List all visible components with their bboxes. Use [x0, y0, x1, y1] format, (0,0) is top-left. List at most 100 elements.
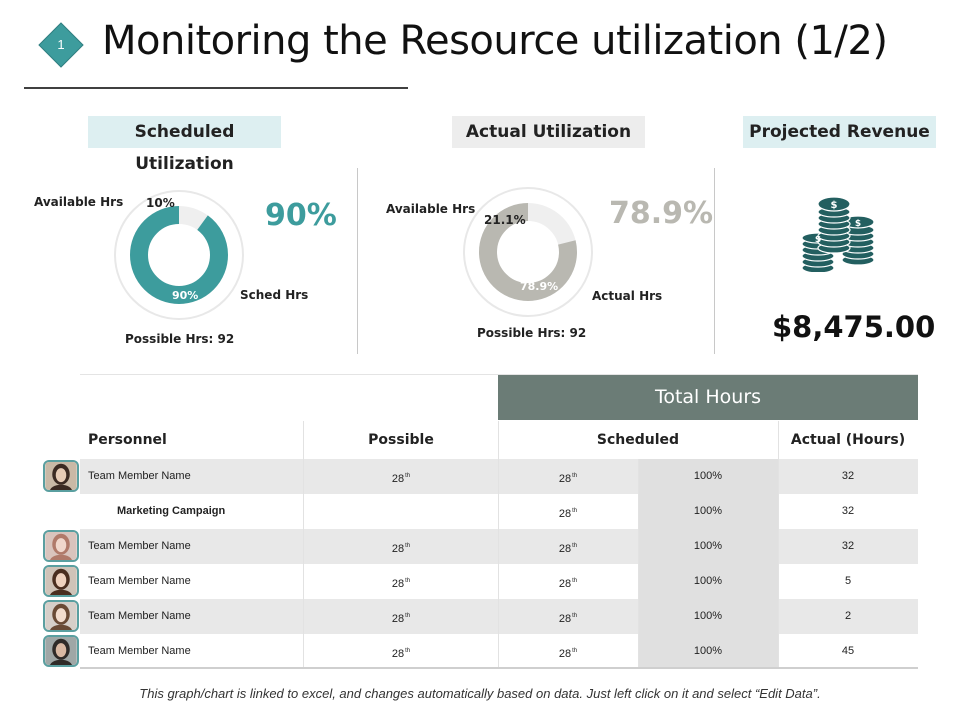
- member-name: Team Member Name: [88, 610, 191, 622]
- scheduled-cell-value: 28: [558, 508, 572, 520]
- scheduled-cell: 28th: [498, 494, 638, 529]
- avatar: [43, 635, 79, 667]
- col-header-possible: Possible: [368, 432, 434, 448]
- scheduled-cell-suffix: th: [572, 578, 578, 584]
- percent-cell-value: 100%: [693, 645, 723, 657]
- possible-cell: 28th: [304, 564, 498, 599]
- scheduled-cell-suffix: th: [572, 648, 578, 654]
- percent-cell: 100%: [638, 459, 778, 494]
- actual-utilization-heading: Actual Utilization: [452, 116, 645, 148]
- scheduled-possible-label: Possible Hrs: 92: [125, 332, 235, 346]
- actual-cell-value: 5: [844, 575, 852, 587]
- scheduled-cell-value: 28: [558, 648, 572, 660]
- possible-cell-suffix: th: [405, 543, 411, 549]
- possible-cell: 28th: [304, 529, 498, 564]
- actual-cell: 45: [778, 634, 918, 669]
- actual-cell: 32: [778, 494, 918, 529]
- possible-cell: [304, 494, 498, 529]
- scheduled-cell: 28th: [498, 599, 638, 634]
- table-row: Team Member Name 28th 28th 100% 32: [80, 459, 918, 494]
- member-name: Team Member Name: [88, 575, 191, 587]
- percent-cell-value: 100%: [693, 575, 723, 587]
- possible-cell-value: 28: [391, 648, 405, 660]
- avatar: [43, 565, 79, 597]
- actual-cell: 2: [778, 599, 918, 634]
- percent-cell: 100%: [638, 494, 778, 529]
- member-name: Team Member Name: [88, 540, 191, 552]
- actual-big-pct: 78.9%: [609, 196, 714, 231]
- possible-cell-value: 28: [391, 543, 405, 555]
- actual-used-arc: [479, 203, 577, 301]
- actual-hrs-label: Actual Hrs: [592, 289, 663, 303]
- actual-used-pct: 78.9%: [520, 280, 559, 293]
- scheduled-cell: 28th: [498, 459, 638, 494]
- possible-cell-suffix: th: [405, 648, 411, 654]
- possible-cell-suffix: th: [405, 613, 411, 619]
- scheduled-available-pct: 10%: [146, 196, 175, 210]
- scheduled-cell-suffix: th: [572, 543, 578, 549]
- svg-text:$: $: [831, 200, 838, 211]
- scheduled-used-pct: 90%: [172, 289, 199, 302]
- percent-cell-value: 100%: [693, 505, 723, 517]
- table-row: Marketing Campaign 28th 100% 32: [80, 494, 918, 529]
- table-col-divider: [778, 421, 779, 667]
- projected-revenue-amount: $8,475.00: [772, 310, 936, 344]
- percent-cell: 100%: [638, 599, 778, 634]
- percent-column-shade: [638, 529, 778, 564]
- possible-cell: 28th: [304, 459, 498, 494]
- scheduled-cell-value: 28: [558, 578, 572, 590]
- member-name: Team Member Name: [88, 645, 191, 657]
- footnote: This graph/chart is linked to excel, and…: [139, 686, 821, 701]
- table-top-rule: [80, 374, 918, 375]
- actual-cell-value: 32: [841, 505, 855, 517]
- possible-cell: 28th: [304, 634, 498, 669]
- actual-cell-value: 32: [841, 540, 855, 552]
- scheduled-cell: 28th: [498, 564, 638, 599]
- page-title: Monitoring the Resource utilization (1/2…: [102, 18, 888, 64]
- percent-cell: 100%: [638, 634, 778, 669]
- actual-cell: 5: [778, 564, 918, 599]
- scheduled-cell: 28th: [498, 634, 638, 669]
- title-underline: [24, 87, 408, 89]
- table-bottom-rule: [80, 667, 918, 669]
- possible-cell-value: 28: [391, 578, 405, 590]
- possible-cell: 28th: [304, 599, 498, 634]
- money-coins-icon: $ $ $: [800, 192, 880, 274]
- avatar: [43, 530, 79, 562]
- possible-cell-suffix: th: [405, 578, 411, 584]
- scheduled-cell-value: 28: [558, 473, 572, 485]
- col-header-scheduled: Scheduled: [596, 432, 680, 448]
- scheduled-cell-value: 28: [558, 613, 572, 625]
- percent-column-shade: [638, 564, 778, 599]
- scheduled-cell-suffix: th: [572, 613, 578, 619]
- actual-possible-label: Possible Hrs: 92: [477, 326, 587, 340]
- col-header-actual: Actual (Hours): [790, 432, 906, 448]
- total-hours-header: Total Hours: [498, 375, 918, 420]
- section-divider: [714, 168, 715, 354]
- table-col-divider: [498, 421, 499, 667]
- possible-cell-value: 28: [391, 473, 405, 485]
- section-divider: [357, 168, 358, 354]
- actual-utilization-donut[interactable]: [461, 185, 595, 319]
- percent-column-shade: [638, 634, 778, 669]
- percent-cell-value: 100%: [693, 540, 723, 552]
- actual-cell-value: 32: [841, 470, 855, 482]
- svg-text:$: $: [855, 219, 861, 229]
- member-name: Team Member Name: [88, 470, 191, 482]
- scheduled-utilization-donut[interactable]: [112, 188, 246, 322]
- actual-cell: 32: [778, 529, 918, 564]
- percent-cell: 100%: [638, 564, 778, 599]
- actual-available-label: Available Hrs: [386, 202, 476, 216]
- percent-column-shade: [638, 459, 778, 494]
- percent-column-shade: [638, 494, 778, 529]
- scheduled-cell-suffix: th: [572, 473, 578, 479]
- scheduled-utilization-heading: Scheduled Utilization: [88, 116, 281, 174]
- avatar: [43, 600, 79, 632]
- projected-revenue-heading: Projected Revenue: [743, 116, 936, 148]
- slide-number-badge: 1: [36, 20, 86, 70]
- possible-cell-value: 28: [391, 613, 405, 625]
- scheduled-cell-value: 28: [558, 543, 572, 555]
- percent-column-shade: [638, 599, 778, 634]
- scheduled-cell-suffix: th: [572, 508, 578, 514]
- table-row: Team Member Name 28th 28th 100% 32: [80, 529, 918, 564]
